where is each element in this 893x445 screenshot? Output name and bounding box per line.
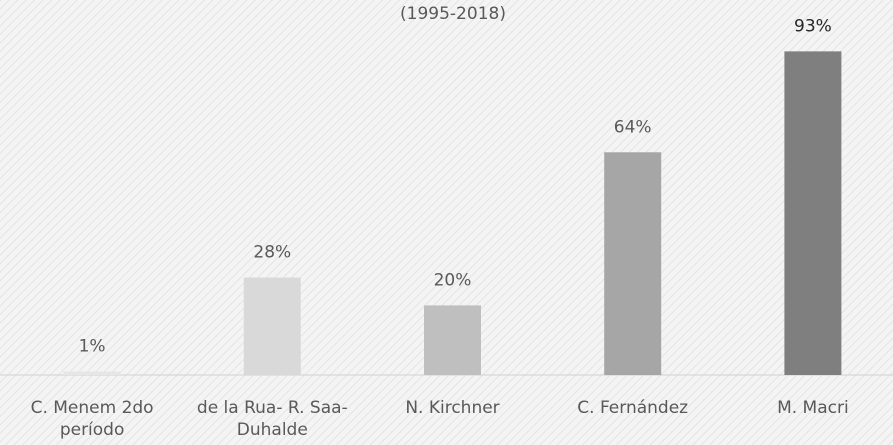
bar [243, 277, 301, 375]
x-tick-label: de la Rua- R. Saa- Duhalde [196, 398, 348, 440]
chart-title: (1995-2018) [400, 4, 506, 24]
x-tick-label: M. Macri [777, 398, 849, 418]
bar [784, 51, 842, 376]
bar [604, 152, 662, 375]
value-label: 20% [434, 270, 472, 290]
value-label: 28% [253, 243, 291, 263]
value-label: 93% [794, 16, 832, 36]
value-label: 64% [614, 117, 652, 137]
bar [424, 305, 481, 375]
x-tick-label: C. Menem 2do período [30, 398, 154, 440]
x-tick-label: N. Kirchner [405, 398, 500, 418]
value-label: 1% [79, 337, 106, 357]
x-tick-label: C. Fernández [577, 398, 689, 418]
bar [63, 371, 121, 375]
